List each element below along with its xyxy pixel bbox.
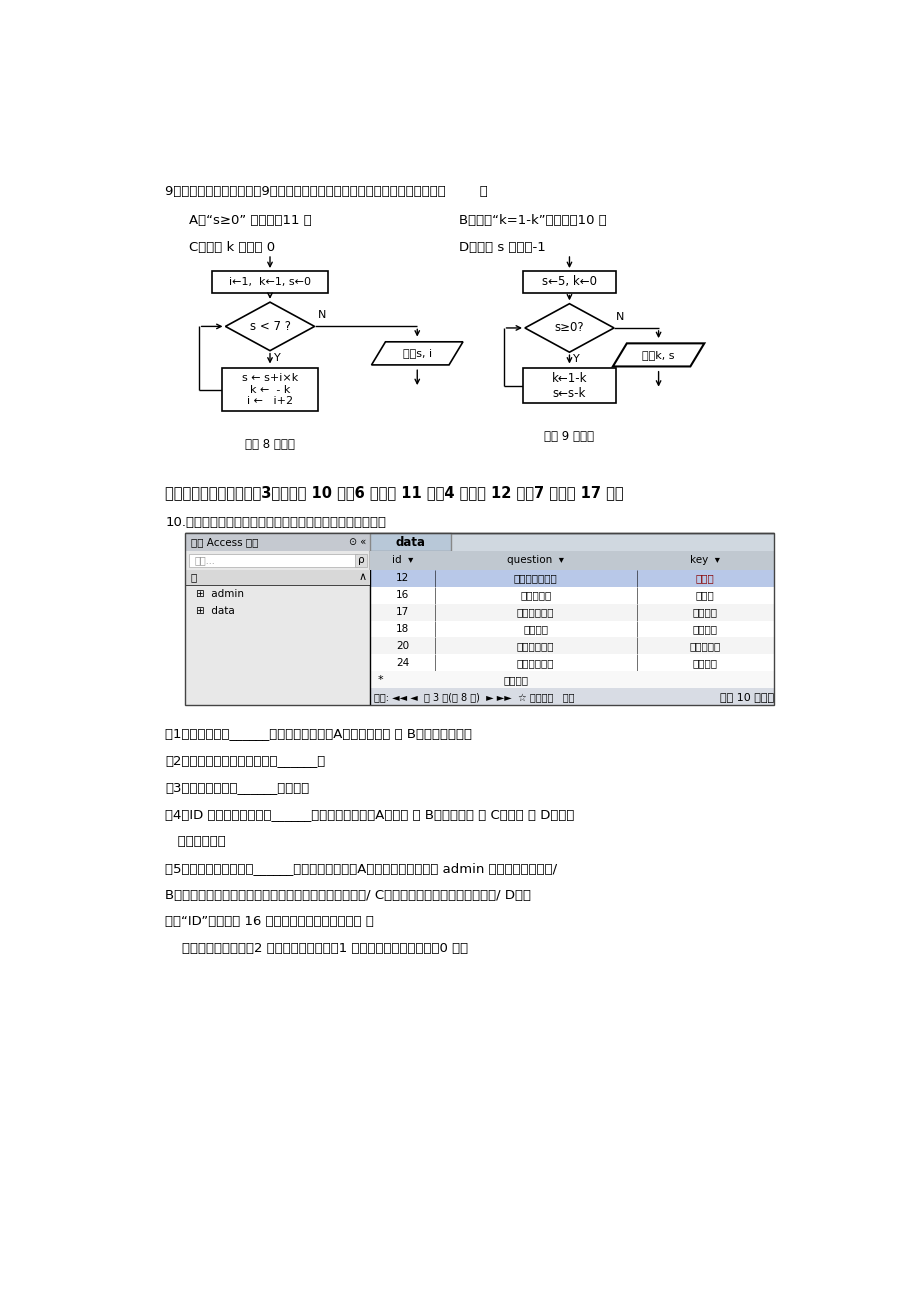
FancyBboxPatch shape <box>522 271 616 293</box>
Bar <box>185 570 369 585</box>
Bar <box>450 533 773 551</box>
Text: 都有可能）。: 都有可能）。 <box>165 835 226 848</box>
Text: 白费功夫: 白费功夫 <box>692 624 717 634</box>
Bar <box>369 621 773 638</box>
Text: k←1-k
s←s-k: k←1-k s←s-k <box>551 371 586 400</box>
Text: 20: 20 <box>395 641 409 651</box>
Text: 12: 12 <box>395 573 409 583</box>
Text: 以在“ID”字段値为 16 的记录上方插入一条新记录 ）: 以在“ID”字段値为 16 的记录上方插入一条新记录 ） <box>165 915 374 928</box>
Text: ⊞  data: ⊞ data <box>196 607 235 616</box>
Text: B．语句“k=1-k”共执行了10 次: B．语句“k=1-k”共执行了10 次 <box>459 214 607 227</box>
FancyBboxPatch shape <box>221 368 318 410</box>
Text: ⊙ «: ⊙ « <box>349 536 366 547</box>
Text: 八月十五种花生: 八月十五种花生 <box>514 573 557 583</box>
Text: 18: 18 <box>395 624 409 634</box>
Bar <box>369 551 773 570</box>
Text: 见死不救: 见死不救 <box>692 607 717 617</box>
Text: N: N <box>318 310 326 320</box>
Text: 记录: ◄◄ ◄  第 3 项(共 8 项)  ► ►►  ☆ 无筛选器   搜索: 记录: ◄◄ ◄ 第 3 项(共 8 项) ► ►► ☆ 无筛选器 搜索 <box>374 691 574 702</box>
Text: data: data <box>395 535 425 548</box>
Bar <box>369 689 773 706</box>
Text: （3）该数据表共有______个字段。: （3）该数据表共有______个字段。 <box>165 781 310 794</box>
Text: 投着牛头喝水: 投着牛头喝水 <box>516 658 554 668</box>
Bar <box>369 570 773 587</box>
Bar <box>369 655 773 672</box>
Text: s ← s+i×k
k ←  - k
i ←   i+2: s ← s+i×k k ← - k i ← i+2 <box>242 372 298 406</box>
FancyBboxPatch shape <box>211 271 328 293</box>
Polygon shape <box>525 303 613 353</box>
Text: A．“s≥0” 共判断了11 次: A．“s≥0” 共判断了11 次 <box>188 214 311 227</box>
Bar <box>185 533 773 706</box>
Text: （新建）: （新建） <box>503 674 528 685</box>
Text: 10.某数据库文件打开部分截图如图所示，请回答下列问题：: 10.某数据库文件打开部分截图如图所示，请回答下列问题： <box>165 516 386 529</box>
Text: 表: 表 <box>191 573 197 582</box>
Text: 所有 Access 对象: 所有 Access 对象 <box>191 536 258 547</box>
Text: Y: Y <box>274 353 280 362</box>
Text: 还是老一套: 还是老一套 <box>688 641 720 651</box>
Text: ∧: ∧ <box>358 573 366 582</box>
Text: 24: 24 <box>395 658 409 668</box>
Text: 17: 17 <box>395 607 409 617</box>
Text: 二、非选择题（本大题兲3小题，第 10 小還6 分，第 11 小還4 分，第 12 小還7 分，共 17 分）: 二、非选择题（本大题兲3小题，第 10 小還6 分，第 11 小還4 分，第 1… <box>165 486 623 500</box>
Text: 搜索...: 搜索... <box>194 556 214 565</box>
Text: ⊞  admin: ⊞ admin <box>196 590 244 599</box>
Text: N: N <box>616 311 624 322</box>
Text: 输出k, s: 输出k, s <box>641 350 675 359</box>
Text: B．当前视图可以新增、删除字段，但不能修改字段类型/ C．删除的记录不能通过撤销恢复/ D．可: B．当前视图可以新增、删除字段，但不能修改字段类型/ C．删除的记录不能通过撤销… <box>165 888 531 901</box>
Polygon shape <box>225 302 314 350</box>
Bar <box>369 533 450 551</box>
Text: key  ▾: key ▾ <box>689 556 720 565</box>
Text: question  ▾: question ▾ <box>506 556 563 565</box>
Text: 按老方子吃药: 按老方子吃药 <box>516 641 554 651</box>
Text: 少一半: 少一半 <box>695 590 714 600</box>
Text: （注：全部选对的得2 分，选对但不全的得1 分，不选或者有选错的得0 分）: （注：全部选对的得2 分，选对但不全的得1 分，不选或者有选错的得0 分） <box>165 943 468 956</box>
Text: Y: Y <box>573 354 580 365</box>
Bar <box>369 604 773 621</box>
Text: ρ: ρ <box>357 556 364 565</box>
Text: id  ▾: id ▾ <box>391 556 413 565</box>
Text: （5）下列说法正确的是______（多选，填字母：A．当前状态下可以对 admin 数据表进行重命名/: （5）下列说法正确的是______（多选，填字母：A．当前状态下可以对 admi… <box>165 862 557 875</box>
FancyBboxPatch shape <box>522 368 616 404</box>
Text: （1）当前视图是______（单选，填字母：A．数据表视图 ／ B．设计视图）。: （1）当前视图是______（单选，填字母：A．数据表视图 ／ B．设计视图）。 <box>165 727 471 740</box>
Text: *: * <box>378 674 383 685</box>
Text: （2）当前打开的数据表名称是______。: （2）当前打开的数据表名称是______。 <box>165 754 325 767</box>
Text: 勉强不得: 勉强不得 <box>692 658 717 668</box>
Bar <box>369 672 773 689</box>
Text: s←5, k←0: s←5, k←0 <box>541 275 596 288</box>
Bar <box>369 638 773 655</box>
Polygon shape <box>371 342 462 365</box>
Text: （第 9 题图）: （第 9 题图） <box>544 430 594 443</box>
Text: 9．某算法部分流程图如祀9题图所示，执行这部分流程，下列说法正确的是（        ）: 9．某算法部分流程图如祀9题图所示，执行这部分流程，下列说法正确的是（ ） <box>165 185 488 198</box>
Polygon shape <box>612 344 704 366</box>
Bar <box>188 553 357 568</box>
Text: 岸上看人溺水: 岸上看人溺水 <box>516 607 554 617</box>
Text: （4）ID 字段的数据类型是______（单选，填字母：A．数字 ／ B．自动编号 ／ C．文本 ／ D．三种: （4）ID 字段的数据类型是______（单选，填字母：A．数字 ／ B．自动编… <box>165 807 574 820</box>
Text: 瞎指挥: 瞎指挥 <box>695 573 714 583</box>
Bar <box>355 553 367 568</box>
Bar <box>185 533 369 706</box>
Text: C．输出 k 的値为 0: C．输出 k 的値为 0 <box>188 241 275 254</box>
Text: D．输出 s 的値为-1: D．输出 s 的値为-1 <box>459 241 545 254</box>
Text: 输出s, i: 输出s, i <box>403 349 431 358</box>
Text: 岸上搸月: 岸上搸月 <box>523 624 548 634</box>
Text: i←1,  k←1, s←0: i←1, k←1, s←0 <box>229 277 311 286</box>
Text: （第 8 题图）: （第 8 题图） <box>244 437 295 450</box>
Text: s < 7 ?: s < 7 ? <box>249 320 290 333</box>
Text: 八字写一撇: 八字写一撇 <box>519 590 550 600</box>
Text: （第 10 题图）: （第 10 题图） <box>719 691 773 702</box>
Bar <box>185 533 369 551</box>
Text: s≥0?: s≥0? <box>554 322 584 335</box>
Text: 16: 16 <box>395 590 409 600</box>
Bar <box>369 587 773 604</box>
